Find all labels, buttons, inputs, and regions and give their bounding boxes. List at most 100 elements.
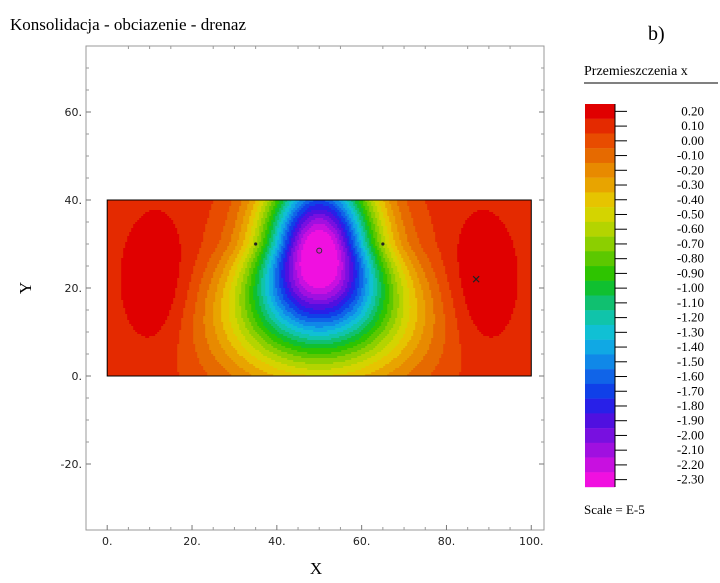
contour-cell [187, 202, 190, 205]
contour-cell [217, 240, 220, 243]
contour-cell [329, 200, 332, 203]
contour-cell [469, 214, 472, 217]
contour-cell [199, 232, 202, 235]
contour-cell [521, 224, 524, 227]
contour-cell [325, 208, 328, 211]
contour-cell [285, 238, 288, 241]
contour-cell [431, 242, 434, 245]
contour-cell [329, 220, 332, 223]
contour-cell [515, 238, 518, 241]
contour-cell [443, 240, 446, 243]
contour-cell [519, 202, 522, 205]
contour-cell [191, 242, 194, 245]
contour-cell [499, 218, 502, 221]
contour-cell [183, 224, 186, 227]
contour-cell [107, 206, 110, 209]
contour-cell [141, 206, 144, 209]
contour-cell [117, 200, 120, 203]
contour-cell [501, 224, 504, 227]
contour-cell [231, 238, 234, 241]
contour-cell [277, 222, 280, 225]
contour-cell [391, 206, 394, 209]
contour-cell [165, 224, 168, 227]
contour-cell [181, 230, 184, 233]
contour-cell [165, 210, 168, 213]
contour-cell [157, 222, 160, 225]
contour-cell [473, 210, 476, 213]
contour-cell [275, 206, 278, 209]
contour-cell [209, 222, 212, 225]
contour-cell [181, 218, 184, 221]
y-tick-label: -20. [61, 458, 82, 471]
contour-cell [491, 236, 494, 239]
contour-cell [125, 228, 128, 231]
contour-cell [169, 212, 172, 215]
contour-cell [291, 220, 294, 223]
contour-cell [487, 204, 490, 207]
contour-cell [441, 244, 444, 247]
contour-cell [323, 224, 326, 227]
contour-cell [397, 226, 400, 229]
contour-cell [395, 214, 398, 217]
contour-cell [361, 224, 364, 227]
contour-cell [447, 244, 450, 247]
contour-cell [273, 224, 276, 227]
contour-cell [253, 218, 256, 221]
contour-cell [373, 234, 376, 237]
contour-cell [145, 200, 148, 203]
contour-cell [371, 202, 374, 205]
contour-cell [317, 218, 320, 221]
contour-cell [125, 212, 128, 215]
contour-cell [179, 206, 182, 209]
contour-cell [307, 234, 310, 237]
contour-cell [271, 226, 274, 229]
contour-cell [173, 214, 176, 217]
contour-cell [491, 238, 494, 241]
contour-cell [283, 242, 286, 245]
contour-cell [169, 242, 172, 245]
contour-cell [359, 214, 362, 217]
contour-cell [109, 226, 112, 229]
contour-cell [155, 230, 158, 233]
contour-cell [393, 222, 396, 225]
contour-cell [247, 240, 250, 243]
contour-cell [341, 220, 344, 223]
contour-cell [391, 220, 394, 223]
contour-cell [499, 220, 502, 223]
contour-cell [217, 242, 220, 245]
contour-cell [213, 206, 216, 209]
contour-cell [441, 214, 444, 217]
contour-cell [183, 220, 186, 223]
contour-cell [285, 208, 288, 211]
contour-cell [319, 212, 322, 215]
contour-cell [169, 214, 172, 217]
contour-cell [157, 238, 160, 241]
contour-cell [255, 218, 258, 221]
contour-cell [477, 232, 480, 235]
contour-cell [475, 202, 478, 205]
contour-cell [271, 230, 274, 233]
contour-cell [251, 228, 254, 231]
contour-cell [483, 206, 486, 209]
contour-cell [175, 236, 178, 239]
contour-cell [195, 240, 198, 243]
contour-cell [127, 232, 130, 235]
contour-cell [145, 208, 148, 211]
contour-cell [461, 226, 464, 229]
contour-cell [169, 208, 172, 211]
contour-cell [313, 232, 316, 235]
contour-cell [323, 230, 326, 233]
contour-cell [213, 232, 216, 235]
contour-cell [433, 200, 436, 203]
contour-cell [395, 210, 398, 213]
x-tick-label: 100. [519, 535, 544, 548]
contour-cell [133, 234, 136, 237]
contour-cell [299, 202, 302, 205]
contour-cell [403, 234, 406, 237]
contour-cell [233, 230, 236, 233]
contour-cell [529, 230, 532, 233]
contour-cell [357, 240, 360, 243]
contour-cell [189, 232, 192, 235]
contour-cell [355, 230, 358, 233]
contour-cell [235, 210, 238, 213]
